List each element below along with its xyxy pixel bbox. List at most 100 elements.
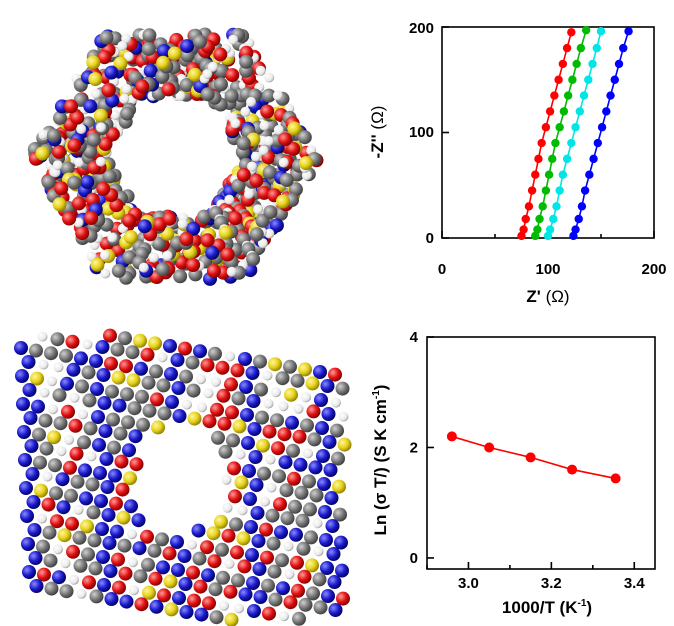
oxygen-atom [65,516,79,531]
hydrogen-atom [187,539,197,550]
y-tick-label: 0 [426,230,434,247]
hydrogen-atom [73,217,84,228]
nitrogen-atom [25,467,40,481]
carbon-atom [231,391,246,406]
sulfur-atom [332,479,346,494]
nitrogen-atom [308,460,323,475]
nitrogen-atom [293,457,308,472]
oxygen-atom [66,544,80,559]
data-point [524,202,534,211]
sulfur-atom [234,475,249,490]
oxygen-atom [161,82,176,97]
oxygen-atom [52,144,66,159]
hydrogen-atom [177,218,188,229]
carbon-atom [266,536,281,551]
data-point [534,154,543,164]
carbon-atom [155,532,169,547]
oxygen-atom [62,211,77,226]
carbon-atom [275,553,289,568]
y-axis-title-end: ) [371,385,390,391]
carbon-atom [214,63,229,78]
oxygen-atom [103,328,117,343]
nitrogen-atom [246,576,260,590]
sulfur-atom [299,156,313,171]
oxygen-atom [273,497,287,512]
nitrogen-atom [315,421,329,435]
carbon-atom [64,488,78,503]
carbon-atom [173,269,188,284]
sulfur-atom [232,419,247,434]
oxygen-atom [50,514,64,529]
oxygen-atom [135,79,150,94]
carbon-atom [295,513,310,528]
nitrogen-atom [171,381,186,395]
hydrogen-atom [53,544,63,555]
y-tick-label: 2 [410,439,418,456]
carbon-atom [99,30,114,45]
data-point [572,59,581,69]
carbon-atom [179,78,194,92]
carbon-atom [113,426,128,441]
sulfur-atom [88,72,103,87]
hydrogen-atom [69,392,80,403]
hydrogen-atom [196,374,206,385]
hydrogen-atom [121,84,132,94]
carbon-atom [280,511,295,526]
carbon-atom [102,169,117,184]
data-point [580,186,590,195]
carbon-atom [186,383,201,398]
nitrogen-atom [29,579,44,593]
data-point [589,154,598,164]
hydrogen-atom [271,387,281,398]
hydrogen-atom [60,558,71,569]
carbon-atom [44,346,58,361]
nitrogen-atom [243,492,257,506]
sulfur-atom [164,602,179,617]
oxygen-atom [228,489,242,504]
carbon-atom [86,132,101,147]
oxygen-atom [262,424,277,439]
data-point [562,43,572,53]
carbon-atom [120,106,135,121]
nitrogen-atom [131,513,146,528]
nitrogen-atom [318,505,332,519]
nitrogen-atom [93,466,107,480]
data-point [571,225,580,234]
nitrogen-atom [321,589,335,603]
x-tick-label: 3.0 [458,575,479,592]
data-point [593,138,603,148]
nitrogen-atom [55,472,70,487]
carbon-atom [270,413,284,428]
oxygen-atom [262,606,276,621]
data-point [517,231,526,241]
carbon-atom [39,441,54,456]
carbon-atom [288,499,302,514]
sulfur-atom [86,55,101,70]
hydrogen-atom [222,502,233,513]
oxygen-atom [290,555,304,570]
hydrogen-atom [182,399,192,410]
nitrogen-atom [108,468,122,483]
carbon-atom [81,547,95,562]
nitrogen-atom [178,577,193,591]
hydrogen-atom [78,409,88,420]
hydrogen-atom [121,33,132,44]
nitrogen-atom [247,422,262,436]
nitrogen-atom [101,508,116,522]
hydrogen-atom [52,160,63,171]
data-point [585,170,594,179]
sulfur-atom [167,46,182,61]
nitrogen-atom [193,344,207,359]
hydrogen-atom [38,359,49,370]
nitrogen-atom [104,65,119,80]
carbon-atom [82,393,97,408]
nitrogen-atom [320,379,335,393]
nitrogen-atom [21,537,35,551]
data-point [541,123,551,132]
nitrogen-atom [27,523,42,537]
oxygen-atom [225,68,240,83]
nitrogen-atom [242,464,256,478]
sulfur-atom [151,420,165,435]
x-tick-label: 0 [438,261,446,278]
carbon-atom [87,533,102,548]
